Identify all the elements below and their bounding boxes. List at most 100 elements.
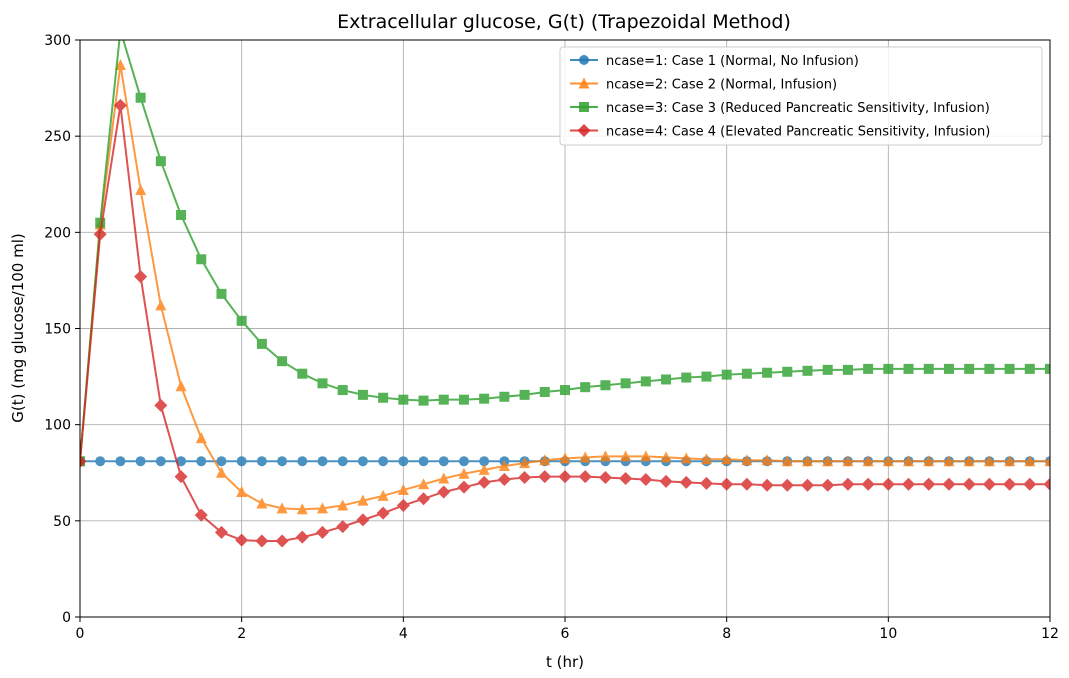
data-point [115, 456, 126, 467]
data-point [578, 77, 590, 89]
legend-label: ncase=1: Case 1 (Normal, No Infusion) [606, 54, 859, 69]
data-point [620, 378, 631, 389]
data-point [964, 363, 975, 374]
data-point [418, 456, 429, 467]
data-point [741, 454, 753, 466]
data-point [155, 456, 166, 467]
data-point [376, 506, 390, 520]
legend-entry: ncase=2: Case 2 (Normal, Infusion) [570, 77, 837, 93]
data-point [559, 452, 571, 464]
data-point [760, 478, 774, 492]
data-point [1044, 455, 1050, 467]
data-point [497, 472, 511, 486]
legend-label: ncase=3: Case 3 (Reduced Pancreatic Sens… [606, 101, 990, 116]
data-point [438, 456, 449, 467]
series-4 [80, 98, 1050, 548]
data-point [681, 372, 692, 383]
data-point [942, 477, 956, 491]
data-point [135, 456, 146, 467]
data-point [317, 456, 328, 467]
series-3 [80, 40, 1050, 467]
data-point [902, 477, 916, 491]
data-point [235, 533, 249, 547]
data-point [256, 497, 268, 509]
data-point [477, 475, 491, 489]
data-point [458, 467, 470, 479]
data-point [357, 494, 369, 506]
data-point [701, 371, 712, 382]
data-point [417, 492, 431, 506]
data-point [761, 454, 773, 466]
data-point [256, 338, 267, 349]
data-point [214, 525, 228, 539]
data-point [398, 456, 409, 467]
data-point [95, 456, 106, 467]
data-point [93, 227, 107, 241]
data-point [699, 476, 713, 490]
chart-title: Extracellular glucose, G(t) (Trapezoidal… [337, 11, 791, 33]
data-point [236, 485, 248, 497]
x-tick-label: 6 [561, 626, 570, 642]
legend-entry: ncase=3: Case 3 (Reduced Pancreatic Sens… [570, 101, 990, 116]
y-tick-label: 200 [44, 225, 71, 241]
data-point [781, 455, 793, 467]
data-point [599, 450, 611, 462]
data-point [620, 450, 632, 462]
data-point [275, 534, 289, 548]
data-point [438, 394, 449, 405]
data-point [538, 470, 552, 484]
data-point [822, 364, 833, 375]
legend-entry: ncase=4: Case 4 (Elevated Pancreatic Sen… [570, 124, 990, 140]
data-point [943, 363, 954, 374]
data-point [600, 380, 611, 391]
data-point [236, 456, 247, 467]
data-point [883, 363, 894, 374]
data-point [1045, 363, 1050, 374]
data-point [639, 472, 653, 486]
data-point [741, 368, 752, 379]
data-point [297, 368, 308, 379]
data-point [155, 299, 167, 311]
data-point [458, 456, 469, 467]
data-point [1043, 477, 1050, 491]
data-point [740, 477, 754, 491]
data-point [195, 432, 207, 444]
data-point [458, 394, 469, 405]
data-point [923, 455, 935, 467]
data-point [861, 477, 875, 491]
data-point [780, 478, 794, 492]
data-point [1024, 363, 1035, 374]
data-point [943, 455, 955, 467]
data-point [479, 456, 490, 467]
data-point [1024, 455, 1036, 467]
y-tick-label: 0 [62, 610, 71, 626]
data-point [577, 124, 591, 137]
data-point [295, 530, 309, 544]
data-point [923, 363, 934, 374]
data-point [236, 315, 247, 326]
data-point [700, 453, 712, 465]
data-point [580, 382, 591, 393]
x-tick-label: 10 [879, 626, 897, 642]
data-point [357, 389, 368, 400]
data-point [1004, 363, 1015, 374]
data-point [336, 520, 350, 534]
y-tick-label: 300 [44, 33, 71, 49]
data-point [821, 478, 835, 492]
data-point [984, 363, 995, 374]
data-point [317, 378, 328, 389]
data-point [135, 92, 146, 103]
data-point [619, 472, 633, 486]
data-point [498, 460, 510, 472]
data-point [196, 456, 207, 467]
data-point [679, 475, 693, 489]
data-point [720, 477, 734, 491]
data-point [356, 513, 370, 527]
data-point [539, 454, 551, 466]
data-point [378, 456, 389, 467]
data-point [863, 363, 874, 374]
data-point [316, 525, 329, 539]
data-point [337, 499, 349, 511]
